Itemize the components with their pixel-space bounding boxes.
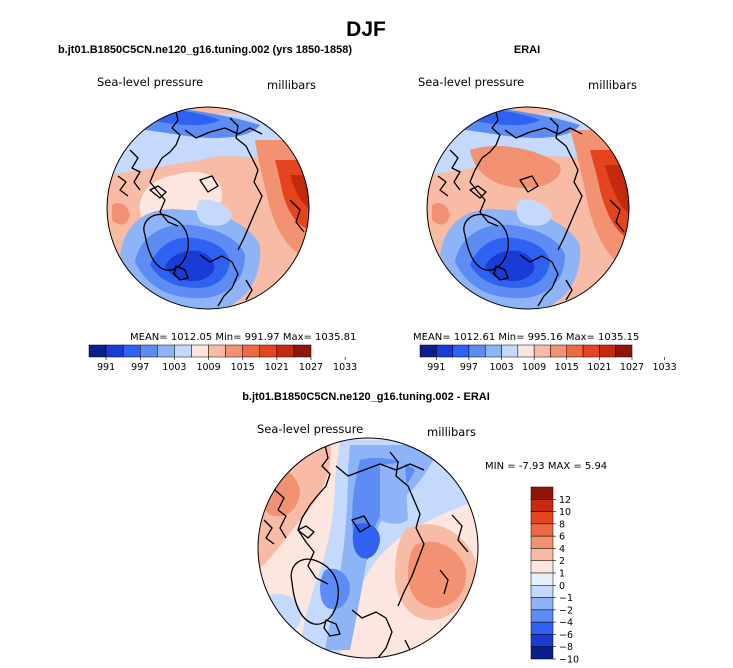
model-colorbar-swatch [105,344,124,358]
panel-erai-map [427,107,629,309]
model-colorbar-swatch [174,344,192,358]
erai-colorbar-swatch [517,344,535,358]
diff-colorbar-swatch [530,560,554,574]
panel-model-colorbar: 991 997 1003 1009 1015 1021 1027 1033 [88,344,357,373]
diff-colorbar-swatch [530,511,554,525]
model-colorbar-swatch [259,344,278,358]
panel-erai-variable: Sea-level pressure [418,75,524,89]
diff-colorbar-swatch [530,585,554,598]
diff-colorbar-tick-label: −6 [559,630,573,641]
erai-colorbar-swatch [615,344,633,358]
panel-model-variable: Sea-level pressure [97,75,203,89]
diff-colorbar-swatch [530,646,554,660]
diff-colorbar-tick-label: 10 [559,507,571,518]
panel-model-units: millibars [267,78,316,92]
erai-colorbar-tick-label: 1015 [555,362,579,373]
diff-colorbar-tick-label: −10 [559,655,579,666]
diff-colorbar-swatch [530,609,554,623]
panel-diff: b.jt01.B1850C5CN.ne120_g16.tuning.002 - … [242,391,607,668]
panel-diff-variable: Sea-level pressure [257,422,363,436]
model-colorbar-tick-label: 1015 [231,362,255,373]
panel-erai-title: ERAI [514,44,540,56]
model-colorbar-swatch [208,344,226,358]
model-colorbar-swatch [242,344,261,358]
model-colorbar-tick-label: 1027 [299,362,323,373]
diff-colorbar-tick-label: 8 [559,519,565,530]
erai-colorbar-tick-label: 1033 [653,362,677,373]
model-colorbar-swatch [122,344,141,358]
model-colorbar-swatch [191,344,209,358]
erai-colorbar-swatch [550,344,568,358]
panel-diff-title: b.jt01.B1850C5CN.ne120_g16.tuning.002 - … [242,391,490,403]
erai-colorbar-tick-label: 1027 [620,362,644,373]
diff-colorbar-tick-label: 0 [559,581,565,592]
panel-model-map [107,107,309,309]
model-colorbar-swatch [157,344,175,358]
panel-diff-units: millibars [427,425,476,439]
diff-colorbar-swatch [530,597,554,611]
model-colorbar-swatch [276,344,295,358]
diff-colorbar-tick-label: 6 [559,532,565,543]
erai-colorbar-swatch [566,344,584,358]
diff-colorbar-tick-label: −4 [559,618,573,629]
model-colorbar-swatch [293,344,312,358]
panel-erai-stats: MEAN= 1012.61 Min= 995.16 Max= 1035.15 [413,332,639,343]
diff-colorbar-swatch [530,486,554,500]
diff-colorbar-swatch [530,499,554,512]
model-colorbar-swatch [225,344,243,358]
diff-colorbar-swatch [530,634,554,647]
erai-colorbar-tick-label: 1021 [587,362,611,373]
erai-colorbar-swatch [468,344,486,358]
page-title: DJF [346,18,386,41]
diff-colorbar-swatch [530,523,554,537]
model-colorbar-tick-label: 1009 [196,362,220,373]
diff-colorbar-swatch [530,572,554,586]
diff-colorbar-tick-label: −8 [559,642,573,653]
model-colorbar-tick-label: 1021 [265,362,289,373]
diff-colorbar-swatch [530,548,554,561]
panel-model: b.jt01.B1850C5CN.ne120_g16.tuning.002 (y… [58,44,357,373]
erai-colorbar-swatch [501,344,519,358]
diff-colorbar-tick-label: −1 [559,593,573,604]
erai-colorbar-swatch [582,344,600,358]
diff-colorbar-tick-label: 1 [559,569,565,580]
erai-colorbar-swatch [484,344,502,358]
diff-colorbar-swatch [530,621,554,635]
panel-erai-units: millibars [588,78,637,92]
model-colorbar-tick-label: 991 [97,362,115,373]
erai-colorbar-swatch [533,344,551,358]
model-colorbar-tick-label: 1033 [333,362,357,373]
erai-colorbar-tick-label: 997 [460,362,478,373]
erai-colorbar-tick-label: 1003 [489,362,513,373]
erai-colorbar-swatch [599,344,616,358]
diff-colorbar-tick-label: −12 [559,667,579,668]
erai-colorbar-swatch [419,344,437,358]
panel-model-title: b.jt01.B1850C5CN.ne120_g16.tuning.002 (y… [58,44,352,56]
panel-model-stats: MEAN= 1012.05 Min= 991.97 Max= 1035.81 [130,332,356,343]
diff-colorbar-tick-label: −2 [559,605,573,616]
erai-colorbar-tick-label: 1009 [522,362,546,373]
model-colorbar-tick-label: 1003 [162,362,186,373]
model-colorbar-swatch [88,344,107,358]
panel-erai: ERAI Sea-level pressure millibars [413,44,677,373]
diff-colorbar-tick-label: 4 [559,544,565,555]
model-colorbar-swatch [139,344,158,358]
panel-diff-stats: MIN = -7.93 MAX = 5.94 [485,461,607,472]
diff-colorbar-swatch [530,535,554,549]
diff-colorbar-tick-label: 2 [559,556,565,567]
erai-colorbar-swatch [452,344,470,358]
model-colorbar-tick-label: 997 [131,362,149,373]
panel-erai-colorbar: 991 997 1003 1009 1015 1021 1027 1033 [419,344,677,373]
erai-colorbar-tick-label: 991 [427,362,445,373]
erai-colorbar-swatch [436,344,453,358]
diff-colorbar-tick-label: 12 [559,495,571,506]
